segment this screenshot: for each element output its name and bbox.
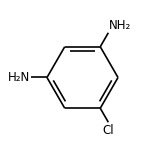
Text: NH₂: NH₂ <box>109 19 131 32</box>
Text: H₂N: H₂N <box>8 71 30 84</box>
Text: Cl: Cl <box>102 124 114 137</box>
